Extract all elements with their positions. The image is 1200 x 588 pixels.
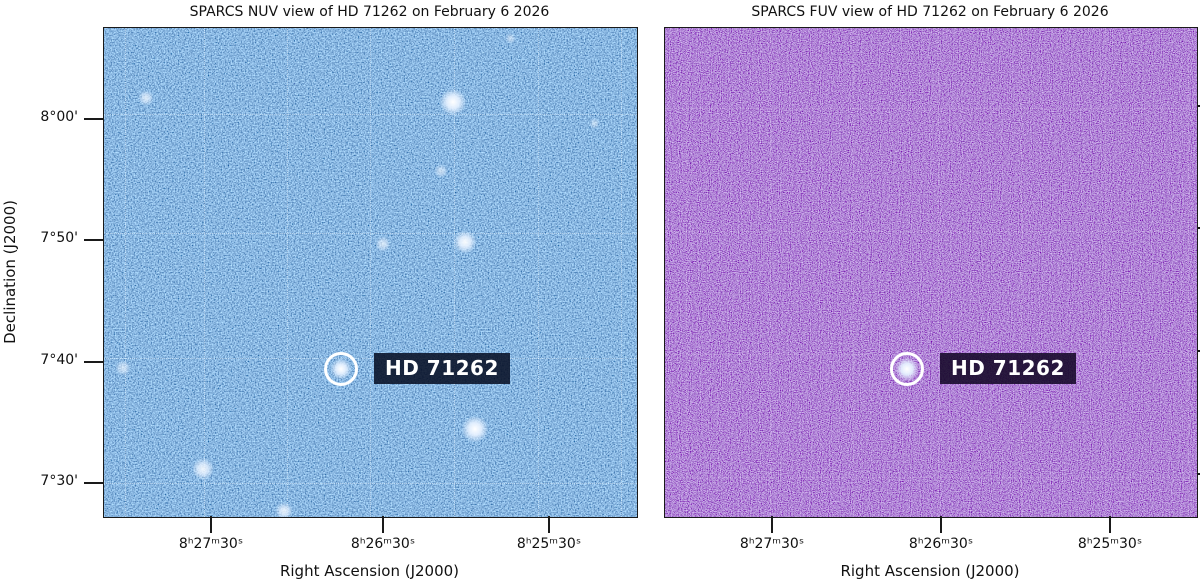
grid-line-vertical — [204, 28, 205, 517]
grid-line-vertical — [454, 28, 455, 517]
right-axis-tick — [1197, 350, 1200, 352]
x-axis-tick-label: 8ʰ27ᵐ30ˢ — [739, 536, 805, 552]
fuv-sky-image — [665, 28, 1197, 517]
x-axis-tick — [940, 516, 942, 533]
grid-line-horizontal — [665, 231, 1197, 232]
x-axis-tick-label: 8ʰ26ᵐ30ˢ — [908, 536, 974, 552]
fuv-sky-panel: HD 71262 — [664, 27, 1198, 518]
grid-line-vertical — [1188, 28, 1189, 517]
grid-line-horizontal — [665, 108, 1197, 109]
grid-line-vertical — [770, 28, 771, 517]
star-source — [452, 229, 478, 255]
right-axis-tick — [1197, 105, 1200, 107]
y-axis-tick — [84, 118, 103, 120]
star-source — [275, 502, 293, 517]
x-axis-label-nuv: Right Ascension (J2000) — [279, 562, 460, 580]
x-axis-tick-label: 8ʰ25ᵐ30ˢ — [516, 536, 582, 552]
y-axis-label-wrap: Declination (J2000) — [0, 0, 20, 544]
x-axis-tick — [548, 516, 550, 533]
grid-line-vertical — [370, 28, 371, 517]
star-source — [438, 87, 468, 117]
y-axis-tick — [84, 239, 103, 241]
target-marker-circle — [324, 352, 358, 386]
y-axis-tick — [84, 361, 103, 363]
grid-line-horizontal — [665, 477, 1197, 478]
nuv-sky-panel: HD 71262 — [103, 27, 638, 518]
star-source — [588, 117, 600, 129]
y-axis-tick-label: 7°30' — [40, 473, 78, 489]
y-axis-tick-label: 7°40' — [40, 352, 78, 368]
x-axis-tick-label: 8ʰ26ᵐ30ˢ — [350, 536, 416, 552]
grid-line-vertical — [621, 28, 622, 517]
nuv-panel-title: SPARCS NUV view of HD 71262 on February … — [189, 4, 550, 20]
grid-line-horizontal — [665, 354, 1197, 355]
target-annotation-label: HD 71262 — [374, 353, 510, 384]
grid-line-vertical — [686, 28, 687, 517]
star-source — [375, 236, 391, 252]
y-axis-tick-label: 8°00' — [40, 109, 78, 125]
right-axis-tick — [1197, 473, 1200, 475]
x-axis-tick — [1109, 516, 1111, 533]
grid-line-vertical — [538, 28, 539, 517]
grid-line-vertical — [938, 28, 939, 517]
x-axis-tick — [771, 516, 773, 533]
grid-line-vertical — [1105, 28, 1106, 517]
grid-line-horizontal — [104, 114, 637, 115]
grid-line-vertical — [853, 28, 854, 517]
x-axis-tick — [210, 516, 212, 533]
target-marker-circle — [890, 352, 924, 386]
right-axis-tick — [1197, 227, 1200, 229]
x-axis-label-fuv: Right Ascension (J2000) — [840, 562, 1020, 580]
target-annotation-label: HD 71262 — [940, 353, 1076, 384]
star-source — [434, 164, 448, 178]
star-source — [460, 414, 490, 444]
star-source — [115, 360, 131, 376]
y-axis-label: Declination (J2000) — [1, 200, 19, 344]
star-source — [193, 455, 213, 483]
star-source — [504, 32, 516, 44]
x-axis-tick-label: 8ʰ25ᵐ30ˢ — [1077, 536, 1143, 552]
grid-line-vertical — [1021, 28, 1022, 517]
grid-line-vertical — [287, 28, 288, 517]
fuv-panel-title: SPARCS FUV view of HD 71262 on February … — [751, 4, 1109, 20]
star-source — [138, 90, 154, 106]
y-axis-tick — [84, 482, 103, 484]
nuv-sky-image — [104, 28, 637, 517]
grid-line-vertical — [125, 28, 126, 517]
grid-line-horizontal — [104, 358, 637, 359]
x-axis-tick-label: 8ʰ27ᵐ30ˢ — [178, 536, 244, 552]
x-axis-tick — [382, 516, 384, 533]
grid-line-horizontal — [104, 483, 637, 484]
grid-line-horizontal — [104, 233, 637, 234]
y-axis-tick-label: 7°50' — [40, 230, 78, 246]
